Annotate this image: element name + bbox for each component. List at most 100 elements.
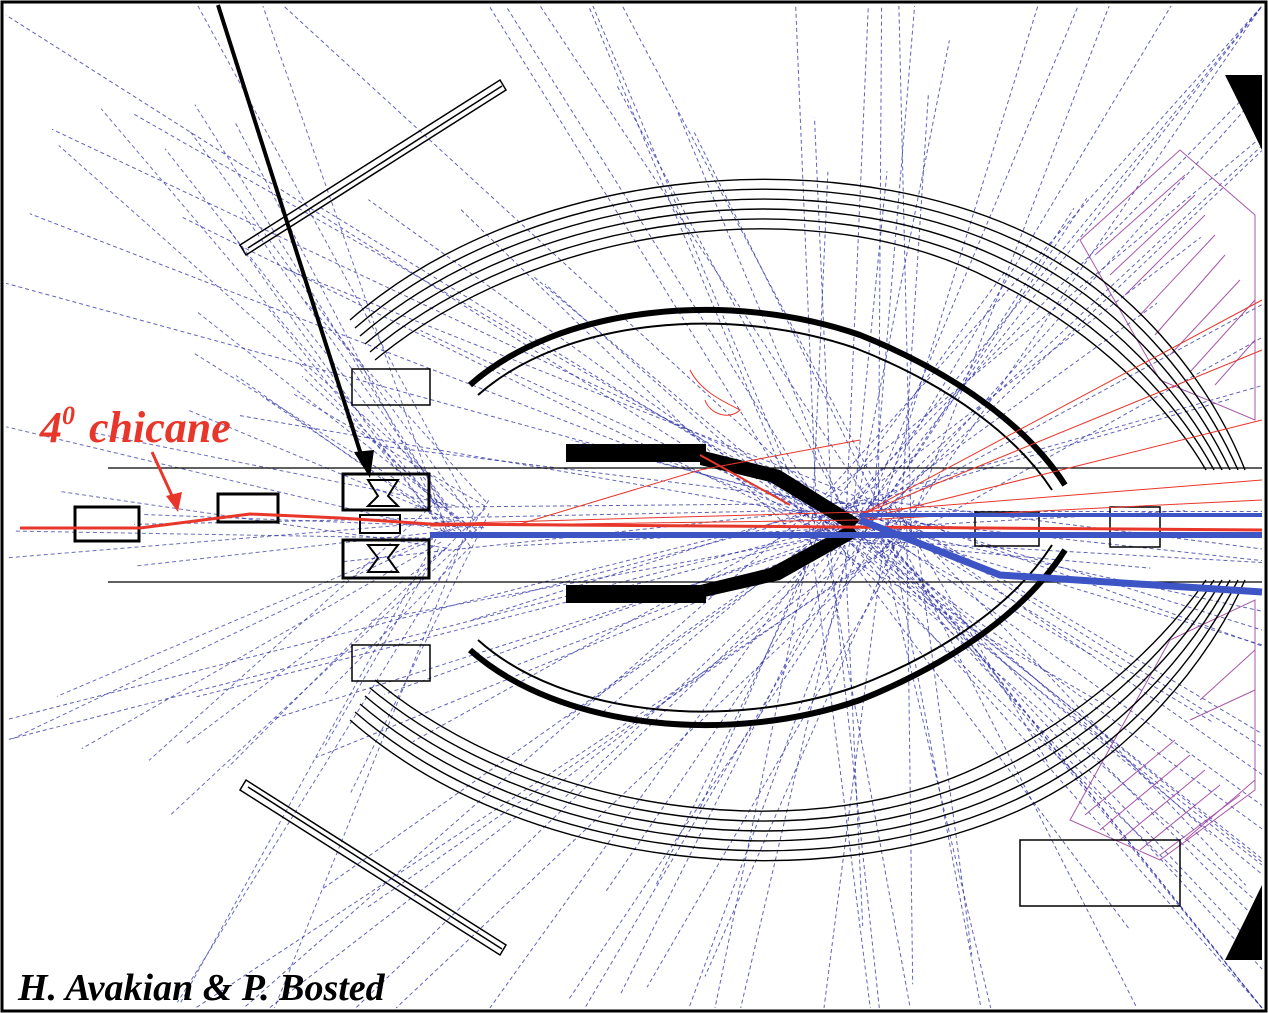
chicane-label: 40 chicane — [39, 401, 231, 452]
track-line — [56, 528, 451, 697]
track-line — [859, 5, 1263, 519]
track-line — [835, 539, 1151, 569]
track-line — [5, 426, 452, 534]
track-line — [5, 514, 807, 721]
track-line — [137, 530, 448, 567]
track-line — [539, 5, 872, 506]
track-line — [909, 5, 1110, 525]
track-line — [839, 500, 1263, 806]
track-line — [186, 409, 452, 521]
track-line — [854, 150, 1263, 540]
track-line — [274, 513, 474, 1009]
track-line — [81, 541, 442, 750]
track-line — [832, 523, 1263, 1009]
track-line — [878, 499, 1263, 550]
track-line — [841, 513, 1263, 970]
track-line — [864, 198, 1088, 534]
track-line — [859, 5, 1079, 529]
track-line — [677, 112, 842, 505]
track-line — [809, 505, 1130, 930]
track-line — [283, 5, 866, 540]
track-line — [488, 5, 807, 517]
track-line — [5, 520, 460, 559]
track-line — [740, 501, 860, 1009]
forward-plates — [238, 78, 508, 957]
track-line — [196, 311, 471, 528]
track-line — [268, 516, 905, 1009]
track-line — [188, 129, 474, 521]
track-line — [395, 526, 908, 1009]
track-line — [233, 120, 446, 525]
chicane-superscript: 0 — [62, 401, 75, 430]
track-line — [620, 500, 867, 994]
track-line — [866, 5, 1172, 513]
track-line — [807, 514, 871, 1009]
track-line — [58, 145, 470, 511]
track-line — [90, 431, 456, 507]
track-line — [887, 519, 982, 1009]
track-line — [835, 78, 1263, 516]
track-line — [830, 518, 1263, 875]
chicane-number: 4 — [39, 403, 62, 452]
track-line — [291, 392, 486, 507]
track-line — [852, 385, 1263, 504]
track-line — [913, 5, 1263, 513]
track-line — [365, 537, 902, 910]
track-line — [915, 337, 1263, 533]
track-line — [5, 282, 853, 516]
track-line — [831, 537, 1263, 563]
track-line — [226, 226, 443, 532]
track-line — [180, 538, 437, 1003]
track-line — [877, 5, 883, 516]
track-line — [854, 302, 1158, 523]
track-line — [875, 207, 1075, 517]
track-line — [227, 508, 486, 769]
track-line — [196, 532, 838, 698]
track-line — [5, 516, 874, 741]
track-line — [832, 5, 1263, 532]
track-line — [688, 516, 872, 1009]
track-line — [588, 5, 804, 523]
track-line — [704, 499, 915, 977]
track-line — [285, 268, 881, 507]
track-line — [355, 529, 855, 1009]
track-line — [814, 271, 1006, 530]
track-line — [195, 537, 907, 1009]
track-line — [809, 534, 1112, 709]
track-line — [898, 94, 929, 540]
track-line — [646, 524, 916, 988]
chicane-magnets — [73, 492, 280, 543]
track-line — [621, 5, 901, 531]
track-line — [828, 537, 880, 1009]
track-line — [194, 104, 471, 547]
track-line — [164, 148, 448, 509]
track-line — [584, 514, 877, 1009]
track-line — [100, 108, 439, 507]
track-line — [599, 508, 849, 715]
track-line — [241, 211, 449, 507]
track-line — [808, 506, 1263, 907]
chicane-word: chicane — [89, 403, 231, 452]
track-line — [814, 117, 833, 510]
track-line — [420, 330, 830, 522]
track-line — [5, 14, 817, 530]
track-line — [505, 5, 827, 516]
track-line — [185, 547, 448, 745]
hatched-calorimeter-upper — [1079, 149, 1256, 421]
track-line — [907, 522, 1263, 735]
inner-drift-chambers — [468, 306, 1068, 729]
track-line — [470, 508, 817, 621]
track-line — [915, 535, 973, 955]
track-line — [243, 513, 807, 1009]
pointer-arrow — [216, 4, 374, 478]
track-line — [866, 522, 1263, 926]
track-line — [267, 307, 446, 532]
track-line — [262, 5, 447, 530]
track-line — [863, 537, 1263, 830]
track-line — [29, 213, 842, 529]
track-line — [894, 505, 1050, 765]
track-line — [350, 512, 490, 793]
track-line — [879, 89, 1263, 521]
